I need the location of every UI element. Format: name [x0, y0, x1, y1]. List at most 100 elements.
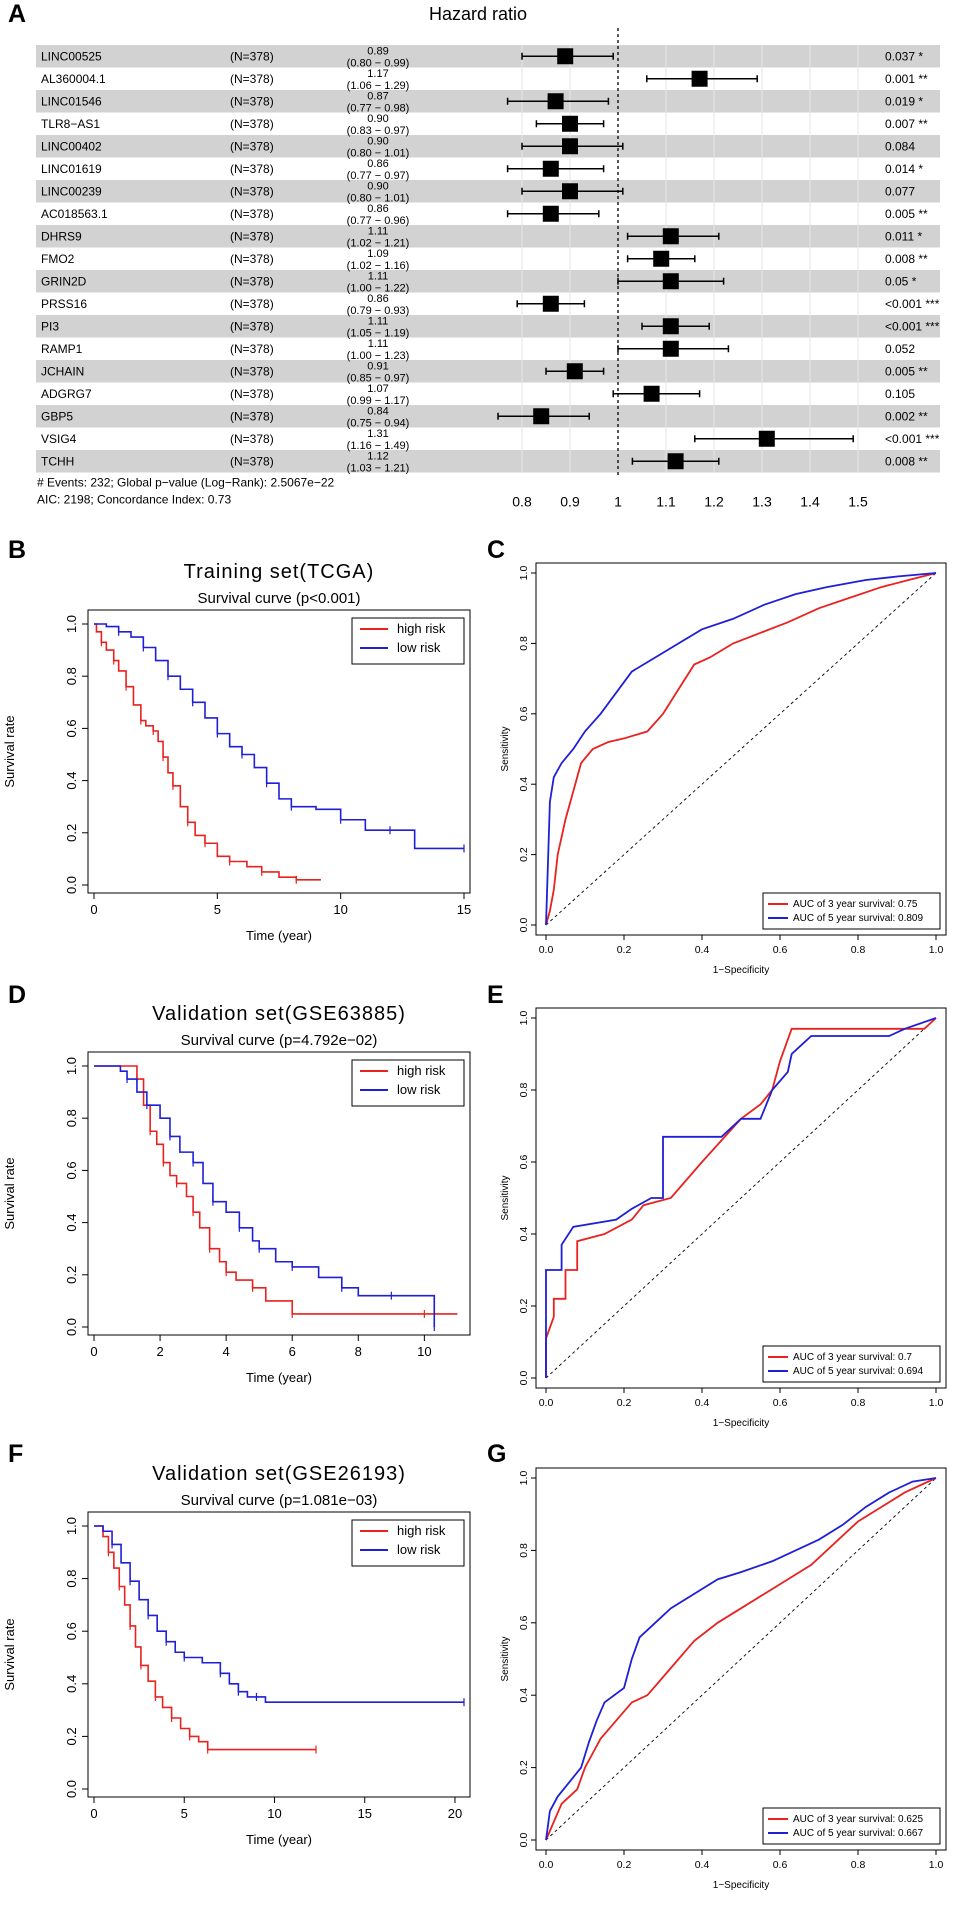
roc-plot-frame: [535, 1007, 947, 1389]
km-x-tick-label: 10: [333, 902, 347, 917]
roc-y-tick-label: 0.2: [518, 1760, 530, 1775]
forest-p-value: 0.019 *: [885, 94, 923, 108]
forest-gene-label: VSIG4: [41, 432, 77, 446]
forest-hr-value: 1.09: [367, 248, 388, 260]
roc-y-tick-label: 0.4: [518, 1227, 530, 1242]
km-x-tick-label: 5: [214, 902, 221, 917]
forest-n-label: (N=378): [230, 162, 274, 176]
roc-legend-label: AUC of 3 year survival: 0.75: [793, 899, 918, 910]
forest-gene-label: LINC00239: [41, 184, 102, 198]
forest-gene-label: LINC00402: [41, 139, 102, 153]
km-plot-frame: [87, 1511, 471, 1798]
forest-x-tick-label: 1.5: [848, 494, 868, 510]
roc-legend-box: [762, 1345, 941, 1383]
km-legend-label: low risk: [397, 1082, 441, 1097]
forest-hr-value: 0.86: [367, 158, 388, 170]
roc-x-tick-label: 0.2: [617, 944, 632, 956]
km-curve-high-risk: [94, 1525, 316, 1751]
roc-y-tick-label: 0.2: [518, 1299, 530, 1314]
forest-gene-label: GRIN2D: [41, 274, 87, 288]
forest-hr-point: [566, 363, 583, 380]
roc-y-axis-label: Sensitivity: [500, 1636, 511, 1681]
forest-row-band: [36, 180, 940, 203]
roc-y-tick-label: 0.0: [518, 918, 530, 933]
roc-legend-label: AUC of 5 year survival: 0.667: [793, 1828, 923, 1839]
forest-row-band: [36, 90, 940, 113]
roc-x-tick-label: 0.8: [851, 944, 866, 956]
forest-x-tick-label: 1: [614, 494, 622, 510]
roc-x-tick-label: 0.6: [773, 944, 788, 956]
km-title: Validation set(GSE63885): [152, 1003, 406, 1025]
forest-ci-label: (0.77 − 0.97): [347, 170, 410, 182]
roc-plot-frame: [535, 1467, 947, 1851]
km-x-axis-label: Time (year): [246, 1370, 312, 1385]
forest-gene-label: PI3: [41, 319, 59, 333]
forest-hr-value: 0.84: [367, 405, 388, 417]
forest-hr-point: [662, 318, 679, 335]
forest-gene-label: TLR8−AS1: [41, 117, 100, 131]
roc-diagonal-reference: [545, 572, 937, 926]
km-x-tick-label: 0: [90, 1806, 97, 1821]
forest-row-band: [36, 450, 940, 473]
roc-x-axis-label: 1−Specificity: [713, 1418, 769, 1429]
roc-y-axis-label: Sensitivity: [500, 1175, 511, 1220]
km-y-axis-label: Survival rate: [2, 1157, 17, 1229]
forest-hr-point: [562, 138, 578, 155]
forest-n-label: (N=378): [230, 117, 274, 131]
roc-curve-3-year: [545, 1017, 937, 1378]
forest-p-value: 0.014 *: [885, 162, 923, 176]
roc-y-tick-label: 0.8: [518, 636, 530, 651]
km-x-axis-label: Time (year): [246, 1832, 312, 1847]
roc-x-axis-label: 1−Specificity: [713, 1880, 769, 1891]
forest-ci-label: (0.75 − 0.94): [347, 417, 410, 429]
forest-row-band: [36, 135, 940, 158]
roc-curve-3-year: [545, 572, 937, 926]
forest-ci-label: (1.16 − 1.49): [347, 440, 410, 452]
forest-hr-point: [547, 93, 564, 110]
forest-hr-value: 0.86: [367, 293, 388, 305]
km-x-tick-label: 2: [156, 1344, 163, 1359]
km-y-axis-label: Survival rate: [2, 1618, 17, 1690]
roc-x-tick-label: 0.0: [539, 1859, 554, 1871]
forest-hr-point: [662, 228, 679, 245]
km-subtitle: Survival curve (p<0.001): [198, 590, 361, 607]
km-x-tick-label: 15: [357, 1806, 371, 1821]
forest-gene-label: ADGRG7: [41, 387, 92, 401]
forest-ci-label: (1.05 − 1.19): [347, 327, 410, 339]
forest-x-tick-label: 1.2: [704, 494, 724, 510]
km-y-tick-label: 0.4: [64, 1214, 79, 1232]
km-x-axis-label: Time (year): [246, 928, 312, 943]
forest-row-band: [36, 405, 940, 428]
roc-curve-5-year: [545, 1477, 937, 1841]
forest-gene-label: JCHAIN: [41, 364, 84, 378]
forest-hr-value: 0.86: [367, 203, 388, 215]
forest-hr-point: [662, 340, 679, 357]
km-y-tick-label: 0.2: [64, 1727, 79, 1745]
forest-hr-value: 1.07: [367, 383, 388, 395]
roc-y-tick-label: 1.0: [518, 566, 530, 581]
roc-x-tick-label: 0.4: [695, 944, 710, 956]
roc-x-tick-label: 0.4: [695, 1859, 710, 1871]
km-y-tick-label: 1.0: [64, 1057, 79, 1075]
roc-y-axis-label: Sensitivity: [500, 726, 511, 771]
km-title: Training set(TCGA): [184, 561, 375, 583]
forest-p-value: 0.052: [885, 342, 915, 356]
km-y-tick-label: 0.0: [64, 1318, 79, 1336]
km-legend-box: [351, 1059, 465, 1107]
roc-y-tick-label: 0.6: [518, 1615, 530, 1630]
km-x-tick-label: 20: [448, 1806, 462, 1821]
roc-y-tick-label: 0.2: [518, 847, 530, 862]
km-y-tick-label: 0.2: [64, 1266, 79, 1284]
km-curve-high-risk: [94, 623, 321, 881]
forest-hr-point: [667, 453, 684, 470]
roc-diagonal-reference: [545, 1017, 937, 1379]
forest-n-label: (N=378): [230, 94, 274, 108]
km-y-tick-label: 0.6: [64, 719, 79, 737]
km-x-tick-label: 0: [90, 902, 97, 917]
forest-hr-point: [533, 408, 550, 425]
roc-y-tick-label: 0.0: [518, 1371, 530, 1386]
forest-n-label: (N=378): [230, 297, 274, 311]
km-plot-frame: [87, 609, 471, 894]
forest-ci-label: (1.02 − 1.16): [347, 260, 410, 272]
